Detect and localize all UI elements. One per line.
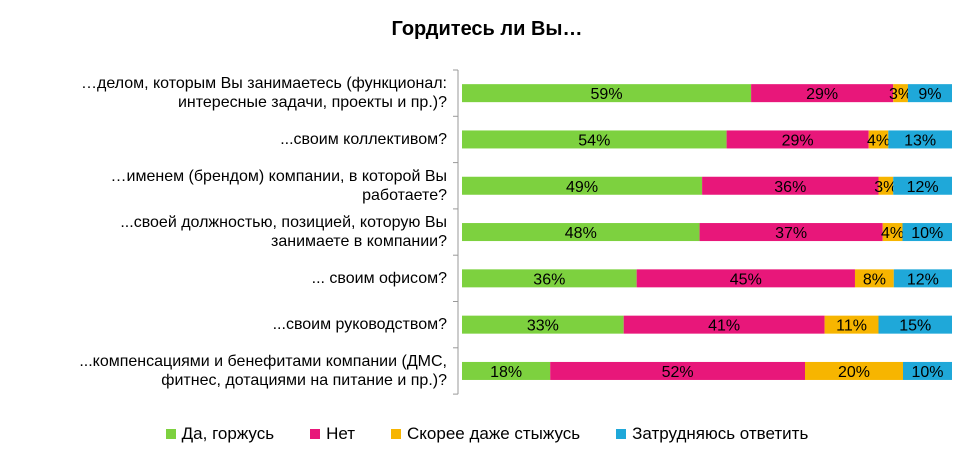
category-label: …делом, которым Вы занимаетесь (функцион… [81,74,447,112]
bar-segment [903,361,952,380]
bar-segment [702,176,879,195]
legend-label: Да, горжусь [181,424,275,443]
data-label: 52% [662,364,694,381]
bar-segment [882,223,903,242]
bar-segment [824,315,879,334]
bar-segment [854,269,894,288]
category-label: ... своим офисом? [312,269,447,288]
data-label: 29% [782,132,814,149]
category-label: ...своим руководством? [273,315,447,334]
bar-segment [805,361,903,380]
bar-segment [893,269,952,288]
legend-item: Скорее даже стыжусь [391,424,580,444]
data-label: 10% [911,364,943,381]
bar-segment [893,176,952,195]
data-label: 45% [730,271,762,288]
category-label-line: фитнес, дотациями на питание и пр.)? [161,371,447,389]
category-label: ...своей должностью, позицией, которую В… [120,213,447,251]
legend-label: Нет [326,424,356,443]
category-label-line: работаете? [362,186,447,204]
category-label-line: …делом, которым Вы занимаетесь (функцион… [80,75,447,93]
data-label: 12% [907,179,939,196]
data-label: 9% [918,86,941,103]
data-label: 59% [591,86,623,103]
category-label-line: интересные задачи, проекты и пр.)? [177,94,447,112]
bar-segment [878,315,952,334]
legend-swatch [165,428,176,439]
bar-segment [878,176,894,195]
data-label: 12% [907,271,939,288]
bar-segment [462,269,637,288]
data-label: 11% [836,318,867,335]
bar-segment [751,84,894,103]
chart-title: Гордитесь ли Вы… [391,18,583,40]
bar-segment [462,84,752,103]
bar-segment [893,84,908,103]
bar-segment [623,315,825,334]
category-label: ...компенсациями и бенефитами компании (… [79,352,447,390]
category-label-line: ...своей должностью, позицией, которую В… [120,214,447,232]
legend-swatch [310,428,321,439]
category-label-line: ... своим офисом? [311,269,447,287]
data-label: 18% [490,364,522,381]
category-label-line: занимаете в компании? [271,233,447,251]
data-label: 10% [911,225,943,242]
data-label: 36% [533,271,565,288]
bar-segment [636,269,855,288]
bar-segment [550,361,805,380]
category-label-line: ...компенсациями и бенефитами компании (… [79,352,447,370]
data-label: 13% [904,132,936,149]
data-label: 37% [775,225,807,242]
bar-segment [902,223,952,242]
category-label: …именем (брендом) компании, в которой Вы… [111,167,447,205]
bar-segment [462,315,624,334]
data-label: 15% [899,318,931,335]
data-label: 20% [838,364,870,381]
data-label: 49% [566,179,598,196]
data-label: 33% [527,318,559,335]
legend-item: Нет [310,424,355,444]
category-label: ...своим коллективом? [280,130,447,149]
legend-swatch [616,428,627,439]
bar-segment [462,130,727,149]
bar-segment [726,130,869,149]
data-label: 3% [889,86,912,103]
category-label-line: ...своим руководством? [272,316,447,334]
bar-segment [462,176,703,195]
category-label-line: …именем (брендом) компании, в которой Вы [110,167,447,185]
legend-label: Скорее даже стыжусь [407,424,581,443]
bar-segment [699,223,883,242]
bar-segment [888,130,952,149]
legend-item: Да, горжусь [165,424,275,444]
bar-segment [462,223,700,242]
data-label: 4% [881,225,904,242]
legend-swatch [391,428,402,439]
bar-segment [907,84,952,103]
data-label: 48% [565,225,597,242]
chart-legend: Да, горжусь Нет Скорее даже стыжусь Затрудн… [0,424,974,444]
data-label: 29% [806,86,838,103]
data-label: 54% [578,132,610,149]
data-label: 36% [774,179,806,196]
legend-label: Затрудняюсь ответить [632,424,809,443]
data-label: 41% [708,318,740,335]
data-label: 4% [867,132,890,149]
legend-item: Затрудняюсь ответить [616,424,808,444]
bar-segment [462,361,551,380]
data-label: 8% [863,271,886,288]
bar-segment [868,130,889,149]
data-label: 3% [874,179,897,196]
category-label-line: ...своим коллективом? [280,130,447,148]
